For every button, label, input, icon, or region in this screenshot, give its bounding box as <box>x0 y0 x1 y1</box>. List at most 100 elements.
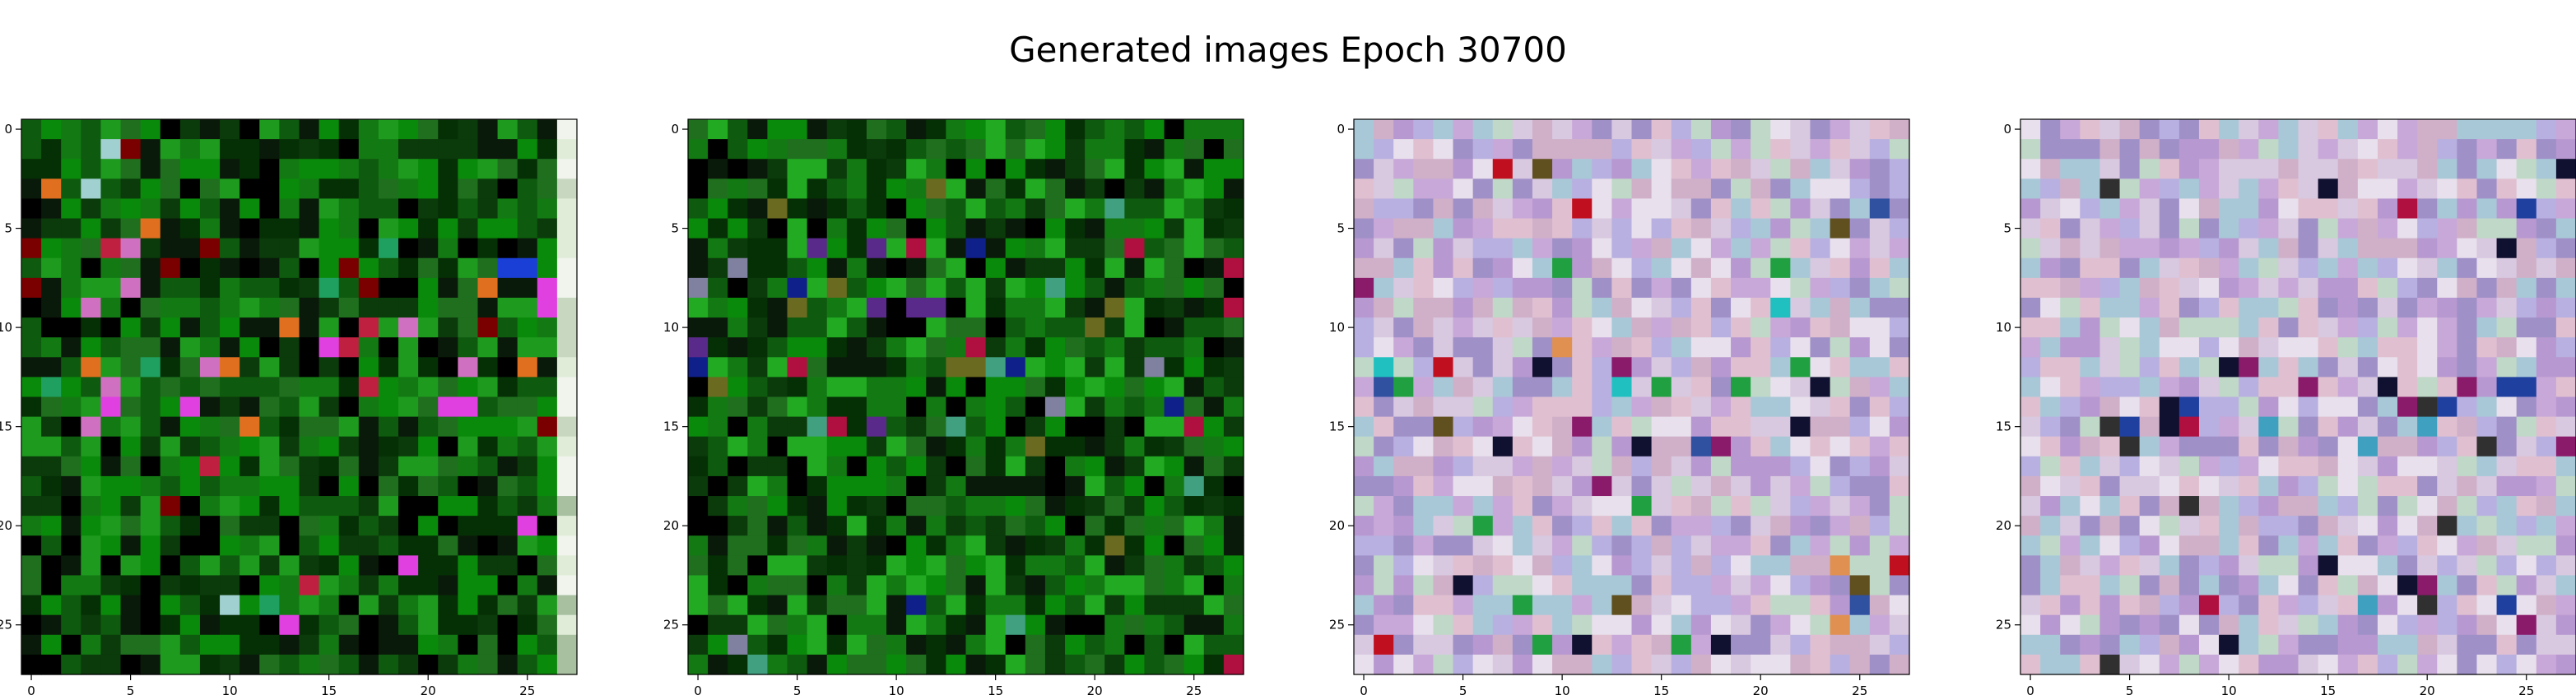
image-cell <box>160 654 181 675</box>
image-cell <box>2496 257 2518 279</box>
image-cell <box>2099 139 2121 160</box>
image-cell <box>1025 277 1046 299</box>
image-cell <box>1849 614 1871 636</box>
image-cell <box>1611 654 1633 675</box>
image-cell <box>279 277 300 299</box>
image-cell <box>708 178 728 200</box>
image-cell <box>866 575 887 596</box>
image-cell <box>2457 198 2478 220</box>
image-cell <box>497 516 518 536</box>
image-cell <box>926 416 946 438</box>
image-cell <box>2357 614 2378 636</box>
image-cell <box>1433 575 1454 596</box>
image-cell <box>1203 297 1225 318</box>
image-cell <box>239 496 260 517</box>
image-cell <box>1005 159 1026 179</box>
image-cell <box>2555 119 2576 140</box>
image-cell <box>378 595 399 616</box>
image-cell <box>2437 238 2457 259</box>
image-cell <box>2397 416 2418 438</box>
image-cell <box>1552 654 1573 675</box>
image-cell <box>358 198 379 220</box>
image-cell <box>1025 595 1046 616</box>
image-cell <box>1472 218 1494 239</box>
image-cell <box>906 357 927 378</box>
image-cell <box>1472 555 1494 577</box>
image-cell <box>556 198 578 220</box>
image-cell <box>1532 575 1553 596</box>
image-cell <box>2337 416 2359 438</box>
image-cell <box>1611 456 1633 477</box>
image-cell <box>160 614 181 636</box>
image-cell <box>319 575 340 596</box>
image-cell <box>2476 297 2498 318</box>
image-cell <box>358 257 379 279</box>
image-cell <box>2239 456 2259 477</box>
image-cell <box>826 317 848 338</box>
image-cell <box>2258 535 2279 556</box>
image-cell <box>1433 317 1454 338</box>
image-cell <box>1433 139 1454 160</box>
image-cell <box>2555 317 2576 338</box>
image-cell <box>179 634 201 656</box>
image-cell <box>2457 456 2478 477</box>
image-cell <box>1453 139 1474 160</box>
image-cell <box>61 277 81 299</box>
image-cell <box>926 654 946 675</box>
image-cell <box>319 555 340 577</box>
image-cell <box>2178 277 2200 299</box>
image-cell <box>2516 119 2537 140</box>
image-cell <box>1592 456 1612 477</box>
image-cell <box>1203 238 1225 259</box>
image-cell <box>1085 218 1105 239</box>
image-cell <box>2298 198 2319 220</box>
image-cell <box>826 456 848 477</box>
image-cell <box>2278 159 2299 179</box>
image-cell <box>985 337 1007 358</box>
image-cell <box>1651 475 1672 497</box>
image-cell <box>1671 555 1692 577</box>
image-cell <box>2139 456 2160 477</box>
image-cell <box>1005 516 1026 536</box>
image-cell <box>1671 337 1692 358</box>
image-cell <box>2555 595 2576 616</box>
image-cell <box>2278 436 2299 457</box>
image-cell <box>438 277 458 299</box>
image-cell <box>1104 614 1125 636</box>
image-cell <box>1065 595 1086 616</box>
image-cell <box>2337 257 2359 279</box>
image-cell <box>1751 496 1771 517</box>
image-cell <box>1830 396 1851 418</box>
image-cell <box>160 595 181 616</box>
image-cell <box>2278 396 2299 418</box>
image-cell <box>239 198 260 220</box>
image-cell <box>1223 634 1244 656</box>
image-cell <box>358 159 379 179</box>
image-cell <box>1354 238 1374 259</box>
image-cell <box>2437 119 2457 140</box>
image-cell <box>985 396 1007 418</box>
image-cell <box>537 218 558 239</box>
image-cell <box>1393 337 1414 358</box>
image-cell <box>338 277 360 299</box>
image-cell <box>1512 654 1533 675</box>
image-cell <box>826 555 848 577</box>
image-cell <box>1671 614 1692 636</box>
image-cell <box>81 317 102 338</box>
image-cell <box>1611 634 1633 656</box>
image-cell <box>160 456 181 477</box>
image-cell <box>398 496 419 517</box>
image-cell <box>517 238 538 259</box>
image-cell <box>160 496 181 517</box>
image-cell <box>846 377 867 398</box>
image-cell <box>140 535 161 556</box>
image-cell <box>1770 516 1791 536</box>
image-cell <box>438 238 458 259</box>
image-cell <box>458 436 479 457</box>
image-cell <box>1393 634 1414 656</box>
image-cell <box>1104 159 1125 179</box>
image-cell <box>965 614 987 636</box>
image-cell <box>787 396 808 418</box>
image-cell <box>2536 317 2557 338</box>
image-cell <box>199 119 221 140</box>
